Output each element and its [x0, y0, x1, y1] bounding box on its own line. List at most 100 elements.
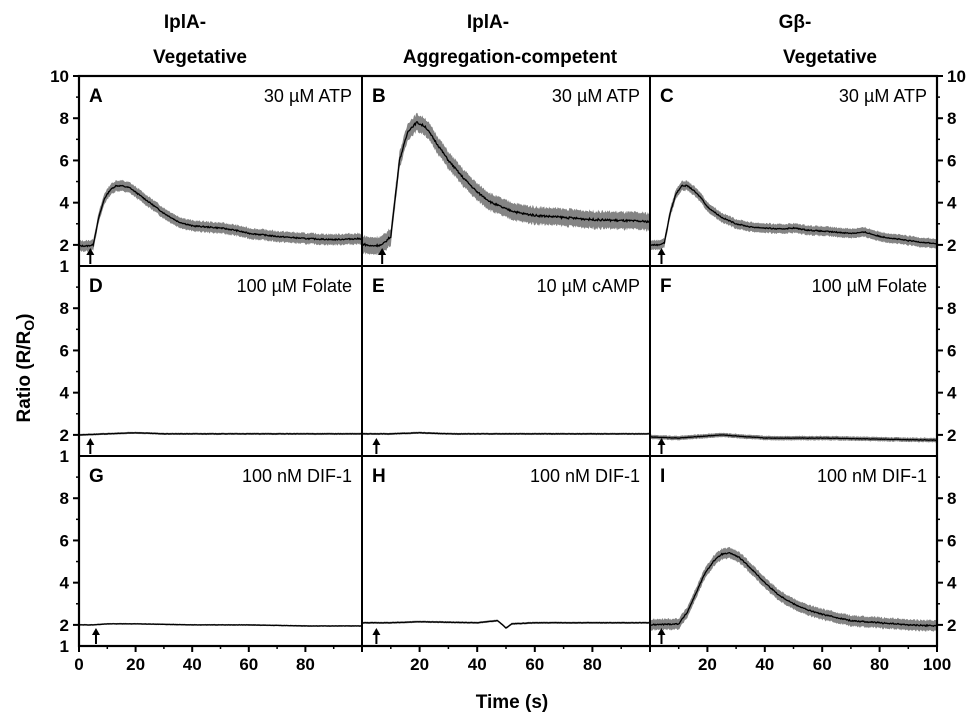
panel-letter-c: C: [660, 86, 674, 107]
stimulus-arrowhead-d: [86, 438, 95, 445]
panel-condition-a: 30 µM ATP: [264, 86, 352, 106]
mean-line-b: [361, 121, 651, 248]
y-tick-label-left: 4: [60, 194, 70, 213]
y-tick-label-left: 8: [60, 109, 69, 128]
panel-e: E 10 µM cAMP: [361, 276, 651, 454]
y-tick-label-right: 4: [947, 194, 957, 213]
panel-condition-e: 10 µM cAMP: [537, 276, 640, 296]
stimulus-arrowhead-e: [372, 438, 381, 445]
x-tick-label: 20: [410, 655, 429, 674]
y-tick-label-right: 4: [947, 384, 957, 403]
sem-band-c: [650, 180, 937, 251]
y-tick-label-left: 4: [60, 384, 70, 403]
mean-line-d: [78, 432, 363, 436]
mean-line-e: [361, 432, 651, 435]
y-tick-label-left: 6: [60, 531, 69, 550]
stimulus-arrowhead-a: [86, 248, 95, 255]
y-tick-label-right: 2: [947, 426, 956, 445]
mean-line-f: [649, 434, 938, 442]
panel-i: I 100 nM DIF-1: [649, 466, 938, 644]
y-tick-label-left: 6: [60, 151, 69, 170]
plot-frame: [77, 74, 939, 648]
panel-condition-h: 100 nM DIF-1: [530, 466, 640, 486]
y-tick-label-left: 8: [60, 299, 69, 318]
y-tick-label-left: 4: [60, 574, 70, 593]
column-titles: IplA- Vegetative IplA- Aggregation-compe…: [153, 12, 877, 68]
stimulus-arrowhead-h: [372, 628, 381, 635]
panel-letter-i: I: [660, 466, 665, 487]
y-tick-label-left: 8: [60, 489, 69, 508]
x-tick-label: 0: [74, 655, 83, 674]
panel-letter-e: E: [372, 276, 385, 297]
panels: A 30 µM ATP B 30 µM ATP C 30 µM ATP D 100 µM Fo…: [78, 86, 938, 644]
panel-letter-g: G: [89, 466, 104, 487]
panel-c: C 30 µM ATP: [649, 86, 938, 264]
panel-condition-d: 100 µM Folate: [237, 276, 352, 296]
y-tick-label-right: 4: [947, 574, 957, 593]
panel-a: A 30 µM ATP: [78, 86, 363, 264]
panel-condition-f: 100 µM Folate: [812, 276, 927, 296]
column-title-3-line2: Vegetative: [783, 47, 877, 68]
column-title-3-line1: Gβ-: [779, 12, 812, 33]
y-tick-label-right: 6: [947, 531, 956, 550]
sem-band-b: [362, 112, 650, 256]
panel-letter-h: H: [372, 466, 386, 487]
y-tick-label-left-min: 1: [60, 257, 69, 276]
stimulus-arrowhead-f: [657, 438, 666, 445]
x-tick-label: 40: [183, 655, 202, 674]
mean-line-g: [78, 623, 363, 627]
panel-g: G 100 nM DIF-1: [78, 466, 363, 644]
y-tick-label-right: 8: [947, 109, 956, 128]
x-tick-label: 20: [698, 655, 717, 674]
x-tick-label: 60: [239, 655, 258, 674]
x-tick-label: 60: [525, 655, 544, 674]
column-title-2-line2: Aggregation-competent: [403, 47, 618, 68]
x-tick-label: 40: [755, 655, 774, 674]
panel-b: B 30 µM ATP: [361, 86, 651, 264]
stimulus-arrowhead-i: [657, 628, 666, 635]
y-tick-label-left-min: 1: [60, 447, 69, 466]
y-tick-label-left: 10: [50, 67, 69, 86]
y-tick-label-right: 8: [947, 299, 956, 318]
panel-letter-a: A: [89, 86, 103, 107]
x-tick-label: 20: [126, 655, 145, 674]
mean-line-c: [649, 184, 938, 247]
panel-letter-f: F: [660, 276, 672, 297]
panel-condition-i: 100 nM DIF-1: [817, 466, 927, 486]
stimulus-arrowhead-b: [378, 248, 387, 255]
stimulus-arrowhead-c: [657, 248, 666, 255]
x-tick-label: 40: [468, 655, 487, 674]
column-title-1-line1: IplA-: [164, 12, 206, 33]
column-title-1-line2: Vegetative: [153, 47, 247, 68]
mean-line-h: [361, 619, 651, 629]
y-tick-label-left: 6: [60, 341, 69, 360]
x-tick-label: 80: [870, 655, 889, 674]
column-title-2-line1: IplA-: [467, 12, 509, 33]
x-axis-title: Time (s): [476, 692, 549, 713]
y-tick-label-left-min: 1: [60, 637, 69, 656]
y-tick-label-right: 6: [947, 151, 956, 170]
panel-condition-g: 100 nM DIF-1: [242, 466, 352, 486]
y-tick-label-right: 8: [947, 489, 956, 508]
y-tick-label-left: 2: [60, 426, 69, 445]
stimulus-arrowhead-g: [91, 628, 100, 635]
panel-condition-b: 30 µM ATP: [552, 86, 640, 106]
panel-letter-d: D: [89, 276, 103, 297]
panel-condition-c: 30 µM ATP: [839, 86, 927, 106]
y-tick-label-right: 6: [947, 341, 956, 360]
mean-line-i: [649, 551, 938, 628]
sem-band-i: [650, 547, 937, 633]
x-tick-label: 80: [583, 655, 602, 674]
y-tick-label-right: 10: [947, 67, 966, 86]
mean-line-a: [78, 184, 363, 248]
panel-f: F 100 µM Folate: [649, 276, 938, 454]
x-tick-label: 80: [296, 655, 315, 674]
panel-d: D 100 µM Folate: [78, 276, 363, 454]
y-tick-label-right: 2: [947, 616, 956, 635]
panel-letter-b: B: [372, 86, 386, 107]
panel-h: H 100 nM DIF-1: [361, 466, 651, 644]
y-tick-label-right: 2: [947, 236, 956, 255]
y-axis-title: Ratio (R/RO): [14, 313, 37, 422]
